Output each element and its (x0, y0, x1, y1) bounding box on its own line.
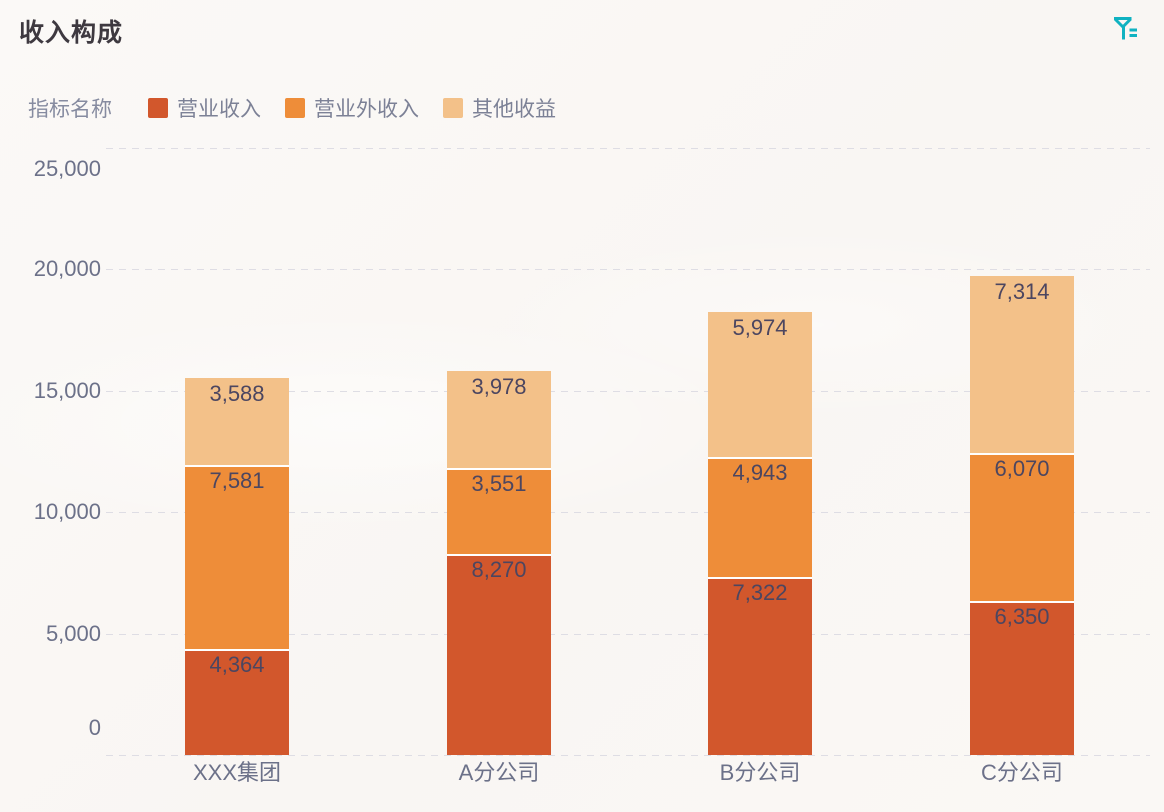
x-axis-label: A分公司 (458, 760, 540, 785)
x-axis-label: C分公司 (981, 760, 1063, 785)
gridline (106, 633, 1150, 635)
bar-segment-其他收益[interactable] (708, 312, 812, 458)
bar-value-label: 6,070 (994, 456, 1050, 482)
legend-label: 营业外收入 (314, 98, 419, 121)
funnel-icon-graphic (1113, 17, 1137, 40)
bar-segment-营业外收入[interactable] (185, 464, 289, 650)
bar-segment-营业外收入[interactable] (970, 453, 1074, 601)
legend-label: 营业收入 (177, 98, 261, 121)
y-axis-label: 5,000 (45, 620, 101, 646)
gridline (106, 755, 1150, 756)
legend-axis-name: 指标名称 (28, 98, 112, 121)
bar-value-label: 4,364 (209, 652, 265, 678)
bar-segment-营业外收入[interactable] (708, 457, 812, 578)
x-axis-label: B分公司 (719, 760, 801, 785)
legend-item-0[interactable]: 营业收入 (148, 93, 261, 123)
bar-segment-其他收益[interactable] (447, 371, 551, 468)
bar-value-label: 7,581 (209, 467, 265, 493)
legend-swatch (148, 98, 168, 118)
bar-value-label: 4,943 (732, 460, 788, 486)
legend-label: 其他收益 (472, 98, 556, 121)
legend-items: 营业收入 营业外收入 其他收益 (148, 93, 556, 123)
bar-segment-营业收入[interactable] (185, 649, 289, 755)
gridline (106, 512, 1150, 514)
bar-value-label: 6,350 (994, 603, 1050, 629)
gridline (106, 269, 1150, 271)
gridline (106, 390, 1150, 392)
bar-segment-营业收入[interactable] (708, 577, 812, 755)
bar-value-label: 7,322 (732, 580, 788, 606)
bar-value-label: 3,978 (471, 374, 527, 400)
y-axis-label: 20,000 (33, 256, 101, 282)
bar-segment-其他收益[interactable] (970, 275, 1074, 454)
y-axis-label: 25,000 (33, 156, 101, 181)
bar-value-label: 5,974 (732, 315, 788, 341)
filter-funnel-icon[interactable] (1108, 11, 1142, 45)
legend-item-1[interactable]: 营业外收入 (285, 93, 419, 123)
bar-value-label: 3,588 (209, 380, 265, 406)
bar-segment-营业收入[interactable] (447, 554, 551, 755)
y-axis-label: 10,000 (33, 499, 101, 525)
bar-segment-营业收入[interactable] (970, 600, 1074, 755)
x-axis-label: XXX集团 (192, 760, 282, 785)
bar-value-label: 3,551 (471, 470, 527, 496)
legend-swatch (443, 98, 463, 118)
legend: 指标名称 营业收入 营业外收入 其他收益 (28, 95, 556, 121)
bar-segment-其他收益[interactable] (185, 377, 289, 465)
y-axis-label: 0 (88, 715, 101, 740)
legend-item-2[interactable]: 其他收益 (443, 93, 556, 123)
bar-value-label: 8,270 (471, 557, 527, 583)
page-title: 收入构成 (19, 19, 124, 47)
legend-swatch (285, 98, 305, 118)
bar-value-label: 7,314 (994, 278, 1050, 304)
bar-segment-营业外收入[interactable] (447, 467, 551, 555)
y-axis-label: 15,000 (33, 377, 101, 403)
gridline (106, 148, 1150, 149)
